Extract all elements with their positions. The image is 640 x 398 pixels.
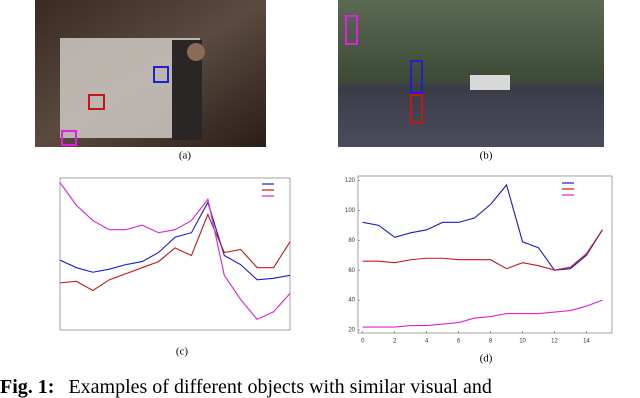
- panel-label: (d): [480, 353, 493, 365]
- x-tick-label: 6: [457, 339, 461, 345]
- trees: [338, 0, 604, 80]
- x-tick-label: 14: [583, 339, 590, 345]
- series-line: [59, 200, 291, 281]
- y-tick-label: 80: [348, 238, 355, 244]
- x-tick-label: 10: [519, 339, 526, 345]
- head: [187, 43, 205, 61]
- x-tick-label: 8: [489, 339, 493, 345]
- x-tick-label: 4: [425, 339, 429, 345]
- box-blue: [153, 66, 169, 83]
- y-tick-label: 60: [348, 268, 355, 274]
- panel-label: (b): [480, 150, 493, 162]
- box-red: [88, 94, 105, 110]
- series-line: [59, 182, 291, 321]
- plot-frame: [357, 175, 613, 334]
- caption-text: Examples of different objects with simil…: [68, 376, 491, 398]
- x-tick-label: 2: [393, 339, 397, 345]
- x-tick-label: 12: [551, 339, 558, 345]
- y-tick-label: 100: [345, 208, 356, 214]
- caption-label: Fig. 1:: [0, 376, 54, 398]
- y-tick-label: 40: [348, 298, 355, 304]
- box-red: [410, 94, 423, 124]
- plot-frame: [59, 177, 291, 331]
- panel-label: (a): [179, 150, 192, 162]
- series-line: [362, 229, 603, 271]
- caption: Fig. 1: Examples of different objects wit…: [0, 376, 492, 398]
- car: [470, 75, 510, 90]
- box-magenta: [61, 130, 77, 146]
- x-tick-label: 0: [361, 339, 365, 345]
- series-line: [59, 213, 291, 292]
- series-line: [362, 183, 603, 271]
- y-tick-label: 120: [345, 178, 356, 184]
- y-tick-label: 20: [348, 328, 355, 334]
- box-magenta: [345, 15, 358, 45]
- panel-label: (c): [176, 346, 189, 358]
- series-line: [362, 299, 603, 328]
- box-blue: [410, 60, 423, 94]
